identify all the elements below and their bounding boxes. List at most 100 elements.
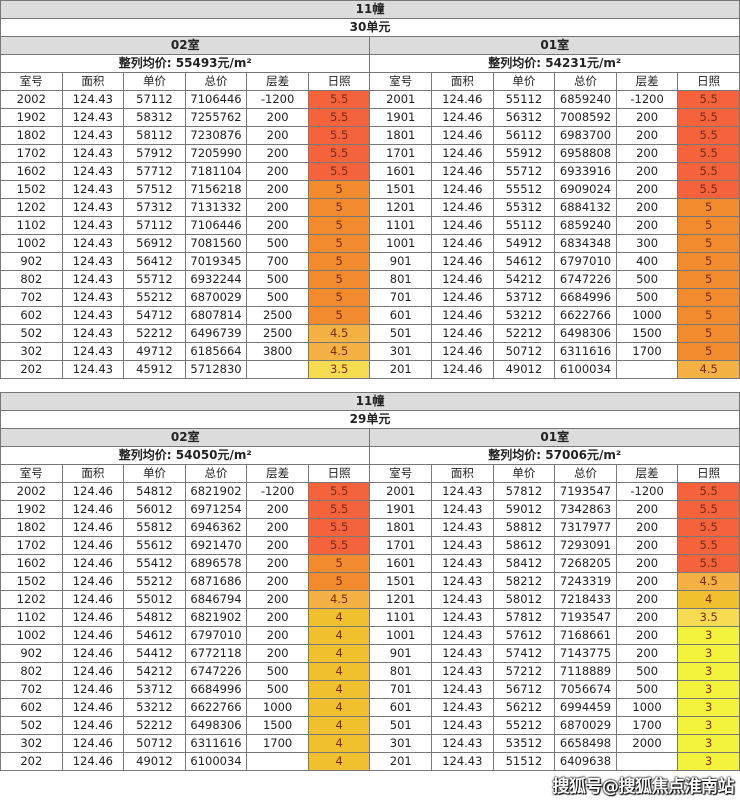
data-cell: 1502 <box>0 180 63 199</box>
data-cell: 124.46 <box>431 90 494 109</box>
data-cell: 2500 <box>246 306 309 325</box>
column-header: 日照 <box>307 72 371 91</box>
sunlight-cell: 3.5 <box>307 360 371 379</box>
sunlight-cell: 5 <box>677 306 740 325</box>
data-cell: 2001 <box>369 90 433 109</box>
data-cell: 1501 <box>369 180 433 199</box>
data-cell: 200 <box>615 554 679 573</box>
data-cell: 124.43 <box>431 608 494 627</box>
data-cell: 124.46 <box>61 518 125 537</box>
data-cell: 53212 <box>492 306 556 325</box>
data-cell: 7008592 <box>554 108 617 127</box>
data-cell: 7205990 <box>184 144 248 163</box>
data-cell: 124.43 <box>61 90 125 109</box>
data-cell: 124.46 <box>431 342 494 361</box>
table-row: 1602 124.46 55412 6896578 200 5 1601 124.43 5841… <box>0 554 740 573</box>
sunlight-cell: 5.5 <box>677 518 740 537</box>
data-cell: 200 <box>246 518 309 537</box>
data-cell: 1902 <box>0 108 63 127</box>
watermark: 搜狐号@搜狐焦点淮南站 <box>552 777 735 797</box>
data-cell: 500 <box>615 680 679 699</box>
data-cell: 1802 <box>0 126 63 145</box>
data-cell: 56912 <box>123 234 186 253</box>
data-cell: 55112 <box>492 90 556 109</box>
unit-30-price-table: 11幢 30单元 02室 01室 整列均价: 55493元/m² 整列均价: 54231元… <box>0 0 740 379</box>
data-cell: 124.43 <box>431 698 494 717</box>
unit-row: 29单元 <box>0 410 740 429</box>
data-cell: 6747226 <box>554 270 617 289</box>
table-row: 1802 124.46 55812 6946362 200 5.5 1801 124.43 58… <box>0 518 740 537</box>
data-cell: 6772118 <box>184 644 248 663</box>
data-cell: 124.46 <box>61 482 125 501</box>
data-cell <box>615 360 679 379</box>
data-cell: 6971254 <box>184 500 248 519</box>
data-cell: 602 <box>0 698 63 717</box>
sunlight-cell: 5 <box>677 198 740 217</box>
sunlight-cell: 3 <box>677 680 740 699</box>
sunlight-cell: 5 <box>677 288 740 307</box>
data-cell: 124.43 <box>431 626 494 645</box>
data-cell: 50712 <box>123 734 186 753</box>
data-cell: 201 <box>369 752 433 771</box>
data-cell: 56012 <box>123 500 186 519</box>
data-cell: 2000 <box>615 734 679 753</box>
data-cell: 56112 <box>492 126 556 145</box>
table-row: 1502 124.43 57512 7156218 200 5 1501 124.46 5551… <box>0 180 740 199</box>
data-cell: 124.46 <box>431 108 494 127</box>
table-row: 1102 124.43 57112 7106446 200 5 1101 124.46 5511… <box>0 216 740 235</box>
sunlight-cell: 4 <box>307 734 371 753</box>
data-cell: 57812 <box>492 608 556 627</box>
data-cell: 57212 <box>492 662 556 681</box>
data-cell: 57412 <box>492 644 556 663</box>
data-cell: 1201 <box>369 590 433 609</box>
table-row: 1002 124.43 56912 7081560 500 5 1001 124.46 5491… <box>0 234 740 253</box>
sunlight-cell: 3 <box>677 734 740 753</box>
data-cell: 200 <box>246 162 309 181</box>
room-title: 01室 <box>369 428 740 447</box>
data-cell: 124.46 <box>431 144 494 163</box>
data-cell: 54812 <box>123 608 186 627</box>
sunlight-cell: 3 <box>677 716 740 735</box>
sunlight-cell: 3 <box>677 644 740 663</box>
table-row: 1902 124.46 56012 6971254 200 5.5 1901 124.43 59… <box>0 500 740 519</box>
data-cell: 55312 <box>492 198 556 217</box>
data-cell: 6821902 <box>184 608 248 627</box>
data-cell: 6958808 <box>554 144 617 163</box>
data-cell: 7081560 <box>184 234 248 253</box>
data-cell: 124.43 <box>431 518 494 537</box>
data-cell: 58012 <box>492 590 556 609</box>
table-row: 602 124.46 53212 6622766 1000 4 601 124.43 56212… <box>0 698 740 717</box>
sunlight-cell: 4 <box>307 680 371 699</box>
table-row: 702 124.43 55212 6870029 500 5 701 124.46 53712 6… <box>0 288 740 307</box>
data-cell: 55712 <box>492 162 556 181</box>
data-cell: 1102 <box>0 608 63 627</box>
table-row: 502 124.43 52212 6496739 2500 4.5 501 124.46 522… <box>0 324 740 343</box>
data-cell: 124.43 <box>61 162 125 181</box>
data-cell: 200 <box>615 572 679 591</box>
column-header: 室号 <box>0 72 63 91</box>
data-cell: 124.46 <box>431 288 494 307</box>
column-header: 总价 <box>554 72 617 91</box>
data-cell: 200 <box>615 162 679 181</box>
sunlight-cell: 5.5 <box>307 90 371 109</box>
data-cell: 1700 <box>615 716 679 735</box>
table-row: 1602 124.43 57712 7181104 200 5.5 1601 124.46 55… <box>0 162 740 181</box>
sunlight-cell: 5 <box>307 554 371 573</box>
table-row: 302 124.46 50712 6311616 1700 4 301 124.43 53512… <box>0 734 740 753</box>
data-cell: 6185664 <box>184 342 248 361</box>
data-cell: 200 <box>615 500 679 519</box>
data-cell: 802 <box>0 662 63 681</box>
data-cell: 6821902 <box>184 482 248 501</box>
data-cell: 902 <box>0 252 63 271</box>
unit-title: 29单元 <box>0 410 740 429</box>
data-cell: 6859240 <box>554 216 617 235</box>
data-cell: 124.46 <box>61 500 125 519</box>
data-cell: 124.46 <box>431 198 494 217</box>
sunlight-cell: 5 <box>677 216 740 235</box>
data-cell: 124.43 <box>61 108 125 127</box>
data-cell: 1702 <box>0 536 63 555</box>
building-row: 11幢 <box>0 0 740 19</box>
data-cell: 56312 <box>492 108 556 127</box>
table-row: 302 124.43 49712 6185664 3800 4.5 301 124.46 507… <box>0 342 740 361</box>
data-cell: 124.43 <box>61 180 125 199</box>
